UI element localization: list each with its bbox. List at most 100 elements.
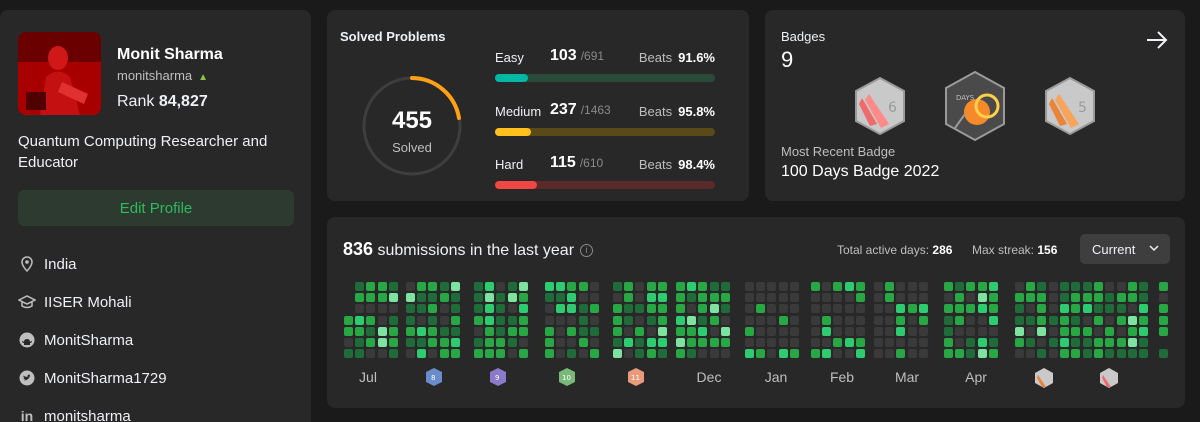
- heatmap-cell[interactable]: [844, 293, 854, 303]
- heatmap-cell[interactable]: [355, 293, 365, 303]
- heatmap-cell[interactable]: [406, 293, 415, 303]
- heatmap-cell[interactable]: [756, 326, 766, 336]
- heatmap-cell[interactable]: [874, 315, 883, 325]
- heatmap-cell[interactable]: [767, 282, 777, 291]
- heatmap-cell[interactable]: [344, 326, 353, 336]
- heatmap-cell[interactable]: [944, 282, 953, 291]
- heatmap-cell[interactable]: [687, 304, 697, 314]
- heatmap-cell[interactable]: [545, 304, 554, 314]
- heatmap-cell[interactable]: [1105, 293, 1115, 303]
- heatmap-cell[interactable]: [918, 315, 928, 325]
- heatmap-cell[interactable]: [977, 326, 987, 336]
- heatmap-cell[interactable]: [767, 304, 777, 314]
- heatmap-cell[interactable]: [624, 338, 634, 347]
- heatmap-cell[interactable]: [1071, 282, 1080, 291]
- heatmap-cell[interactable]: [518, 338, 528, 347]
- heatmap-cell[interactable]: [496, 282, 506, 291]
- heatmap-cell[interactable]: [1094, 304, 1104, 314]
- heatmap-cell[interactable]: [388, 315, 398, 325]
- heatmap-cell[interactable]: [624, 304, 634, 314]
- heatmap-cell[interactable]: [428, 304, 438, 314]
- heatmap-cell[interactable]: [428, 282, 438, 291]
- heatmap-cell[interactable]: [556, 315, 566, 325]
- heatmap-cell[interactable]: [450, 338, 460, 347]
- heatmap-cell[interactable]: [507, 282, 517, 291]
- heatmap-cell[interactable]: [1159, 282, 1168, 291]
- year-select[interactable]: Current: [1080, 234, 1170, 264]
- heatmap-cell[interactable]: [745, 315, 754, 325]
- heatmap-cell[interactable]: [518, 282, 528, 291]
- heatmap-cell[interactable]: [966, 349, 976, 359]
- heatmap-cell[interactable]: [485, 304, 495, 314]
- month-badge-icon[interactable]: 8: [425, 367, 443, 387]
- heatmap-cell[interactable]: [822, 293, 832, 303]
- heatmap-cell[interactable]: [720, 338, 730, 347]
- heatmap-cell[interactable]: [1015, 349, 1024, 359]
- heatmap-cell[interactable]: [1127, 293, 1137, 303]
- heatmap-cell[interactable]: [811, 315, 820, 325]
- heatmap-cell[interactable]: [855, 293, 865, 303]
- heatmap-cell[interactable]: [789, 349, 799, 359]
- heatmap-cell[interactable]: [918, 338, 928, 347]
- heatmap-cell[interactable]: [833, 338, 843, 347]
- heatmap-cell[interactable]: [789, 282, 799, 291]
- heatmap-cell[interactable]: [844, 315, 854, 325]
- heatmap-cell[interactable]: [545, 349, 554, 359]
- heatmap-cell[interactable]: [698, 338, 708, 347]
- heatmap-cell[interactable]: [698, 326, 708, 336]
- heatmap-cell[interactable]: [1159, 315, 1168, 325]
- heatmap-cell[interactable]: [720, 315, 730, 325]
- heatmap-cell[interactable]: [496, 315, 506, 325]
- heatmap-cell[interactable]: [507, 349, 517, 359]
- heatmap-cell[interactable]: [907, 304, 917, 314]
- heatmap-cell[interactable]: [589, 304, 599, 314]
- heatmap-cell[interactable]: [874, 293, 883, 303]
- heatmap-cell[interactable]: [698, 315, 708, 325]
- heatmap-cell[interactable]: [720, 293, 730, 303]
- heatmap-cell[interactable]: [578, 282, 588, 291]
- heatmap-cell[interactable]: [635, 326, 645, 336]
- heatmap-cell[interactable]: [635, 304, 645, 314]
- heatmap-cell[interactable]: [1026, 293, 1036, 303]
- heatmap-cell[interactable]: [907, 338, 917, 347]
- heatmap-cell[interactable]: [1083, 326, 1092, 336]
- heatmap-cell[interactable]: [507, 338, 517, 347]
- heatmap-cell[interactable]: [822, 338, 832, 347]
- heatmap-cell[interactable]: [1026, 326, 1036, 336]
- heatmap-cell[interactable]: [556, 282, 566, 291]
- heatmap-cell[interactable]: [589, 349, 599, 359]
- heatmap-cell[interactable]: [406, 338, 415, 347]
- heatmap-cell[interactable]: [1071, 338, 1080, 347]
- heatmap-cell[interactable]: [977, 293, 987, 303]
- heatmap-cell[interactable]: [377, 338, 387, 347]
- heatmap-cell[interactable]: [428, 293, 438, 303]
- heatmap-cell[interactable]: [646, 326, 656, 336]
- heatmap-cell[interactable]: [822, 326, 832, 336]
- heatmap-cell[interactable]: [988, 282, 998, 291]
- heatmap-cell[interactable]: [789, 315, 799, 325]
- heatmap-cell[interactable]: [1105, 282, 1115, 291]
- heatmap-cell[interactable]: [918, 293, 928, 303]
- heatmap-cell[interactable]: [709, 304, 719, 314]
- heatmap-cell[interactable]: [417, 293, 427, 303]
- heatmap-cell[interactable]: [1059, 315, 1069, 325]
- heatmap-cell[interactable]: [450, 349, 460, 359]
- heatmap-cell[interactable]: [687, 282, 697, 291]
- heatmap-cell[interactable]: [676, 304, 685, 314]
- heatmap-cell[interactable]: [1048, 282, 1058, 291]
- heatmap-cell[interactable]: [709, 326, 719, 336]
- heatmap-cell[interactable]: [1159, 304, 1168, 314]
- heatmap-cell[interactable]: [428, 349, 438, 359]
- heatmap-cell[interactable]: [966, 338, 976, 347]
- heatmap-cell[interactable]: [885, 338, 895, 347]
- heatmap-cell[interactable]: [589, 338, 599, 347]
- heatmap-cell[interactable]: [1083, 304, 1092, 314]
- heatmap-cell[interactable]: [1094, 338, 1104, 347]
- heatmap-cell[interactable]: [450, 315, 460, 325]
- heatmap-cell[interactable]: [1037, 326, 1047, 336]
- heatmap-cell[interactable]: [874, 282, 883, 291]
- heatmap-cell[interactable]: [578, 326, 588, 336]
- heatmap-cell[interactable]: [613, 326, 622, 336]
- heatmap-cell[interactable]: [745, 349, 754, 359]
- heatmap-cell[interactable]: [657, 282, 667, 291]
